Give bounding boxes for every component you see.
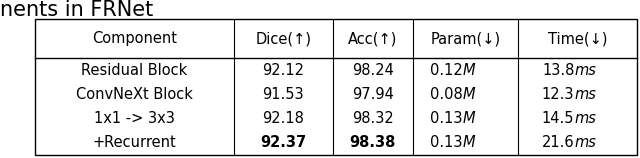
Text: 92.18: 92.18: [262, 111, 304, 126]
Text: ms: ms: [575, 111, 596, 126]
Text: 92.12: 92.12: [262, 63, 304, 78]
Text: 92.37: 92.37: [260, 135, 307, 150]
Text: Dice(↑): Dice(↑): [255, 31, 311, 46]
Text: 0.13: 0.13: [430, 111, 463, 126]
Text: ms: ms: [575, 87, 596, 102]
Text: 97.94: 97.94: [352, 87, 394, 102]
Text: 1x1 -> 3x3: 1x1 -> 3x3: [94, 111, 175, 126]
Text: Component: Component: [92, 31, 177, 46]
Text: 0.13: 0.13: [430, 135, 463, 150]
Text: M: M: [463, 111, 475, 126]
Text: 12.3: 12.3: [542, 87, 575, 102]
Bar: [35, 19, 637, 155]
Text: ConvNeXt Block: ConvNeXt Block: [76, 87, 193, 102]
Text: 14.5: 14.5: [542, 111, 575, 126]
Text: 21.6: 21.6: [542, 135, 575, 150]
Text: nents in FRNet: nents in FRNet: [0, 0, 153, 20]
Text: ms: ms: [575, 135, 596, 150]
Text: Residual Block: Residual Block: [81, 63, 188, 78]
Text: 91.53: 91.53: [262, 87, 304, 102]
Text: 13.8: 13.8: [542, 63, 575, 78]
Text: M: M: [463, 63, 475, 78]
Text: 98.32: 98.32: [352, 111, 394, 126]
Text: 0.12: 0.12: [429, 63, 463, 78]
Text: Param(↓): Param(↓): [431, 31, 500, 46]
Text: Acc(↑): Acc(↑): [348, 31, 397, 46]
Text: ms: ms: [575, 63, 596, 78]
Text: Time(↓): Time(↓): [548, 31, 607, 46]
Text: 0.08: 0.08: [429, 87, 463, 102]
Text: +Recurrent: +Recurrent: [93, 135, 176, 150]
Text: M: M: [463, 135, 475, 150]
Text: 98.24: 98.24: [352, 63, 394, 78]
Text: M: M: [463, 87, 475, 102]
Text: 98.38: 98.38: [349, 135, 396, 150]
